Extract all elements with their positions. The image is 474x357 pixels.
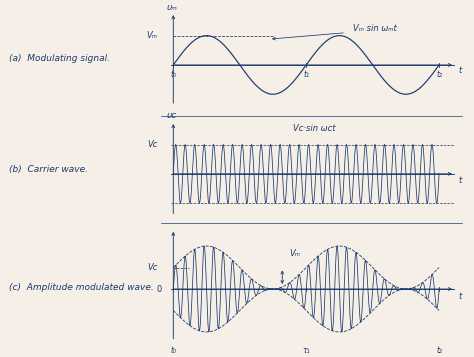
Text: Vₘ: Vₘ [146,31,157,40]
Text: t: t [459,292,462,301]
Text: t₁: t₁ [303,70,309,79]
Text: υᴄ: υᴄ [167,111,177,120]
Text: Vᴄ: Vᴄ [147,263,157,272]
Text: t: t [459,176,462,185]
Text: Vₘ sin ωₘt: Vₘ sin ωₘt [353,24,396,33]
Text: τ₁: τ₁ [302,346,310,355]
Text: t₂: t₂ [436,346,442,355]
Text: (a)  Modulating signal.: (a) Modulating signal. [9,54,110,64]
Text: t₂: t₂ [436,70,442,79]
Text: t: t [459,66,462,75]
Text: (c)  Amplitude modulated wave.: (c) Amplitude modulated wave. [9,283,154,292]
Text: Vₘ: Vₘ [289,249,300,258]
Text: (b)  Carrier wave.: (b) Carrier wave. [9,165,89,174]
Text: υₘ: υₘ [166,2,177,11]
Text: t₀: t₀ [170,346,176,355]
Text: Vᴄ: Vᴄ [147,140,157,149]
Text: 0: 0 [156,285,161,293]
Text: t₀: t₀ [170,70,176,79]
Text: Vᴄ·sin ωᴄt: Vᴄ·sin ωᴄt [293,124,336,133]
